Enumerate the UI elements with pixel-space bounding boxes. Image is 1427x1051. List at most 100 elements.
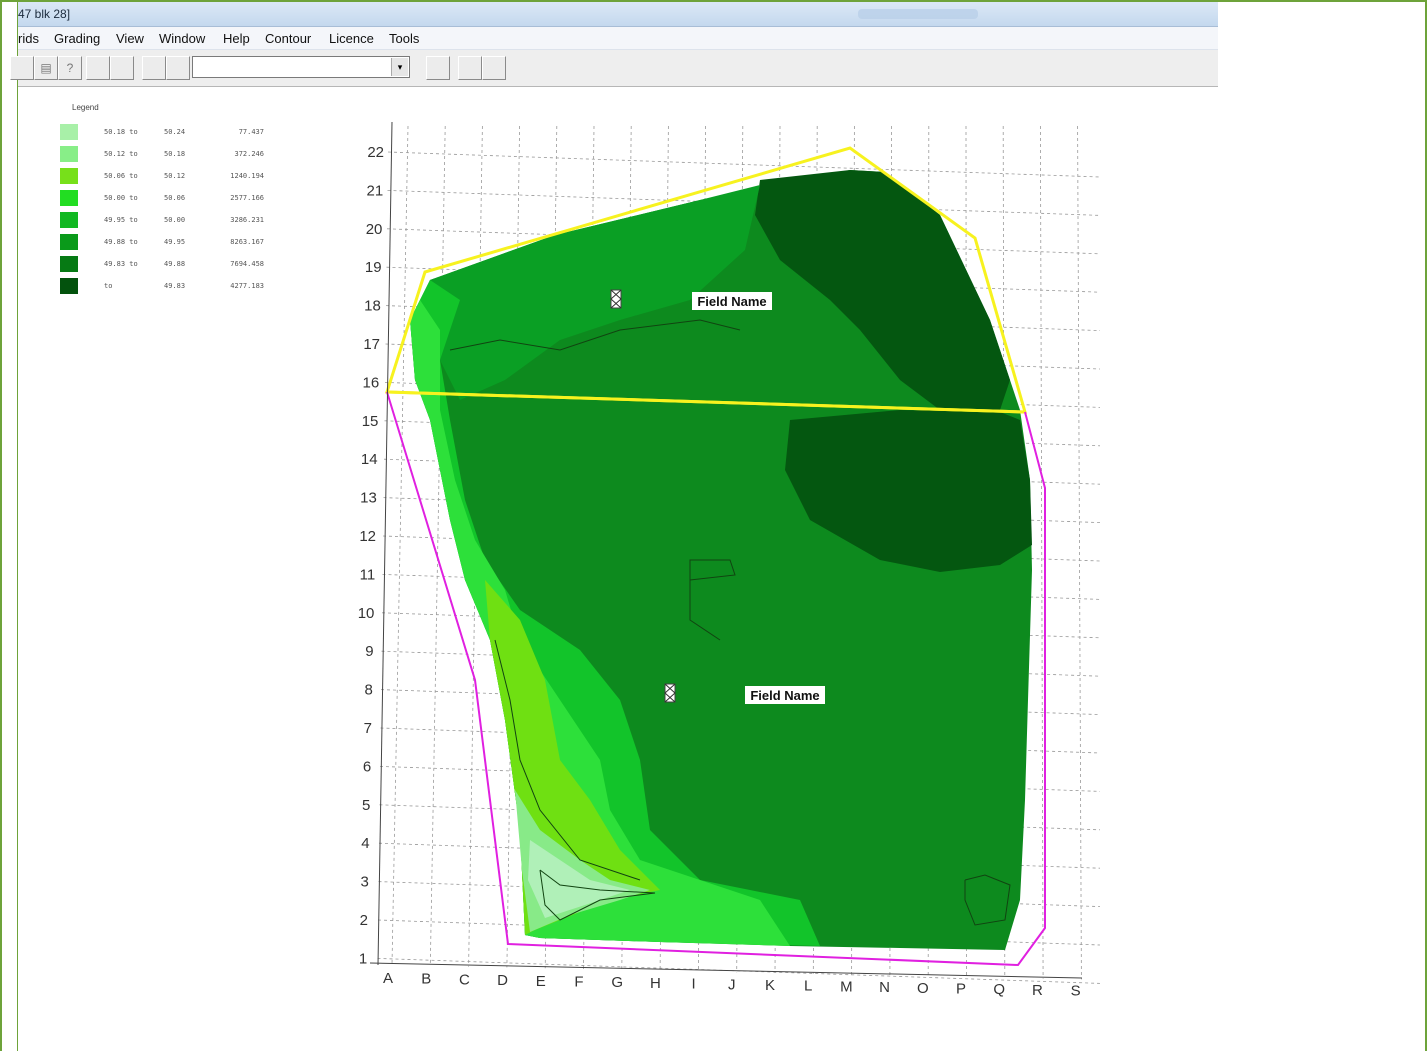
legend-area: 4277.183 bbox=[230, 282, 264, 290]
menu-licence[interactable]: Licence bbox=[329, 31, 374, 46]
contour-dark-region-north bbox=[755, 170, 1010, 410]
contour-line-1 bbox=[539, 869, 656, 921]
y-axis-label: 15 bbox=[362, 413, 379, 430]
layer-dropdown[interactable]: ▾ bbox=[192, 56, 410, 78]
menu-window[interactable]: Window bbox=[159, 31, 206, 46]
x-axis-label: P bbox=[956, 981, 966, 998]
legend-row: 50.00 to 50.06 2577.166 bbox=[38, 188, 278, 208]
magenta-boundary bbox=[386, 391, 1046, 967]
y-axis-label: 4 bbox=[361, 835, 369, 852]
toolbar-button-7[interactable] bbox=[166, 56, 190, 80]
field-marker-2[interactable] bbox=[664, 683, 676, 703]
x-axis-label: G bbox=[611, 974, 623, 991]
y-axis-label: 20 bbox=[366, 221, 383, 238]
window-title: 47 blk 28] bbox=[18, 7, 71, 21]
field-marker-1-box bbox=[610, 289, 622, 309]
legend-swatch bbox=[60, 256, 78, 272]
menu-help[interactable]: Help bbox=[223, 31, 250, 46]
legend-range-from: 50.00 to bbox=[104, 194, 138, 202]
grid-line-vertical bbox=[429, 125, 446, 966]
help-pointer-icon[interactable]: ? bbox=[58, 56, 82, 80]
legend-range-from: 50.12 to bbox=[104, 150, 138, 158]
toolbar-button-6[interactable] bbox=[142, 56, 166, 80]
legend-range-from: 50.18 to bbox=[104, 128, 138, 136]
y-axis-label: 3 bbox=[360, 874, 368, 891]
legend-range-from: 49.83 to bbox=[104, 260, 138, 268]
legend-row: 50.12 to 50.18 372.246 bbox=[38, 144, 278, 164]
axis-labels: A B C D E F G H I J K L M N O P Q R S222120191817161514131… bbox=[358, 144, 1081, 1000]
grid-line-vertical bbox=[1040, 125, 1044, 979]
legend-range-from: 49.88 to bbox=[104, 238, 138, 246]
legend-swatch bbox=[60, 168, 78, 184]
x-axis-line bbox=[369, 962, 1083, 979]
y-axis-label: 14 bbox=[361, 451, 378, 468]
legend-range-to: 50.12 bbox=[164, 172, 186, 180]
x-axis-label: A bbox=[383, 970, 393, 987]
toolbar-button-9[interactable] bbox=[458, 56, 482, 80]
contour-pale-region bbox=[528, 840, 630, 918]
x-axis-label: K bbox=[765, 977, 775, 994]
menu-grading[interactable]: Grading bbox=[54, 31, 101, 46]
menu-grids[interactable]: rids bbox=[18, 31, 39, 46]
toolbar-button-4[interactable] bbox=[86, 56, 110, 80]
legend-range-to: 50.00 bbox=[164, 216, 186, 224]
contour-fill bbox=[410, 170, 1032, 950]
x-axis-label: D bbox=[497, 972, 508, 989]
legend-area: 7694.458 bbox=[230, 260, 264, 268]
y-axis-label: 5 bbox=[362, 797, 370, 814]
x-axis-label: J bbox=[728, 976, 736, 993]
legend-swatch bbox=[60, 190, 78, 206]
toolbar-button-1[interactable] bbox=[10, 56, 34, 80]
chevron-down-icon[interactable]: ▾ bbox=[391, 58, 408, 76]
x-axis-label: B bbox=[421, 971, 431, 988]
field-marker-1-cross-icon bbox=[610, 289, 622, 309]
legend-area: 372.246 bbox=[234, 150, 264, 158]
legend-row: 50.06 to 50.12 1240.194 bbox=[38, 166, 278, 186]
y-axis-label: 10 bbox=[358, 605, 375, 622]
y-axis-label: 22 bbox=[367, 144, 384, 161]
grid-line-vertical bbox=[1077, 125, 1082, 980]
y-axis-line bbox=[377, 121, 393, 966]
title-bar-blurred-area bbox=[858, 9, 978, 19]
title-bar[interactable]: 47 blk 28] bbox=[18, 2, 1218, 27]
legend-range-from: 49.95 to bbox=[104, 216, 138, 224]
yellow-boundary-divider bbox=[386, 390, 1026, 414]
x-axis-label: R bbox=[1032, 982, 1043, 999]
y-axis-label: 12 bbox=[359, 528, 376, 545]
legend-range-from: to bbox=[104, 282, 113, 290]
legend-area: 1240.194 bbox=[230, 172, 264, 180]
x-axis-label: L bbox=[804, 978, 812, 995]
legend-range-to: 50.18 bbox=[164, 150, 186, 158]
frame-inner-border bbox=[17, 0, 18, 1051]
y-axis-label: 7 bbox=[364, 720, 372, 737]
legend-area: 77.437 bbox=[238, 128, 264, 136]
x-axis-label: O bbox=[917, 980, 929, 997]
legend-title: Legend bbox=[72, 103, 99, 112]
field-name-label-1[interactable]: Field Name bbox=[697, 294, 766, 309]
legend-swatch bbox=[60, 278, 78, 294]
field-name-label-2[interactable]: Field Name bbox=[750, 688, 819, 703]
legend-swatch bbox=[60, 146, 78, 162]
y-axis-label: 9 bbox=[365, 643, 373, 660]
print-icon[interactable]: ▤ bbox=[34, 56, 58, 80]
toolbar-button-8[interactable] bbox=[426, 56, 450, 80]
legend-row: 50.18 to 50.24 77.437 bbox=[38, 122, 278, 142]
field-marker-2-cross-icon bbox=[664, 683, 676, 703]
contour-mid-region bbox=[425, 185, 760, 400]
menu-view[interactable]: View bbox=[116, 31, 144, 46]
legend-range-to: 49.88 bbox=[164, 260, 186, 268]
toolbar-button-10[interactable] bbox=[482, 56, 506, 80]
y-axis-label: 11 bbox=[360, 566, 376, 583]
toolbar: ▤ ? ▾ bbox=[10, 50, 1218, 87]
x-axis-label: F bbox=[574, 974, 583, 991]
menu-tools[interactable]: Tools bbox=[389, 31, 420, 46]
toolbar-button-5[interactable] bbox=[110, 56, 134, 80]
legend-area: 3286.231 bbox=[230, 216, 264, 224]
contour-line-4 bbox=[689, 559, 736, 641]
menu-contour[interactable]: Contour bbox=[265, 31, 312, 46]
grid-line-horizontal bbox=[387, 151, 1101, 178]
legend-range-to: 49.95 bbox=[164, 238, 186, 246]
menu-bar: rids Grading View Window Help Contour Li… bbox=[18, 27, 1218, 50]
field-marker-1[interactable] bbox=[610, 289, 622, 309]
